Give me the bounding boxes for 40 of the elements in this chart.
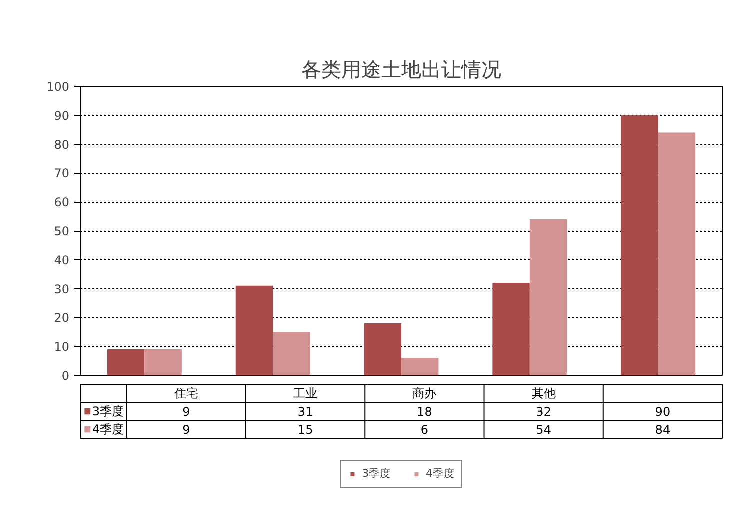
x-tick-label: 工业 [294,386,318,400]
data-label: 9 [182,423,190,437]
bar [530,219,568,376]
legend-label: 4季度 [92,422,124,436]
y-tick-label: 20 [54,311,70,326]
y-tick-label: 30 [54,282,70,296]
data-label: 84 [655,423,671,437]
y-tick-label: 100 [46,80,70,94]
x-tick-label: 住宅 [173,386,198,400]
bar [273,332,310,376]
text: 4季度 [426,467,455,480]
text: 3季度 [362,467,391,480]
y-tick-label: 50 [54,224,70,238]
y-tick-label: 90 [54,108,70,123]
legend-label: 3季度 [92,404,124,418]
chart-title: 各类用途土地出让情况 [302,58,502,82]
bar [236,286,274,376]
y-tick-label: 0 [62,369,70,383]
bar [402,358,439,376]
bar [658,132,696,376]
y-tick-label: 10 [54,340,70,354]
y-tick-label: 40 [54,253,70,268]
y-tick-label: 80 [54,138,70,152]
x-tick-label: 其他 [532,386,556,400]
x-tick-label: 商办 [412,386,437,400]
data-label: 90 [655,405,671,419]
data-label: 9 [182,405,190,419]
y-tick-label: 60 [54,196,70,210]
bar [492,283,530,376]
bar [144,349,182,376]
bar [364,323,402,376]
data-label: 31 [298,405,314,419]
bar [621,115,658,376]
data-label: 15 [298,423,314,437]
data-label: 32 [536,405,552,419]
data-label: 54 [536,423,552,437]
data-label: 6 [420,423,429,437]
data-label: 18 [417,405,432,419]
bar [107,349,145,376]
y-tick-label: 70 [54,166,70,181]
